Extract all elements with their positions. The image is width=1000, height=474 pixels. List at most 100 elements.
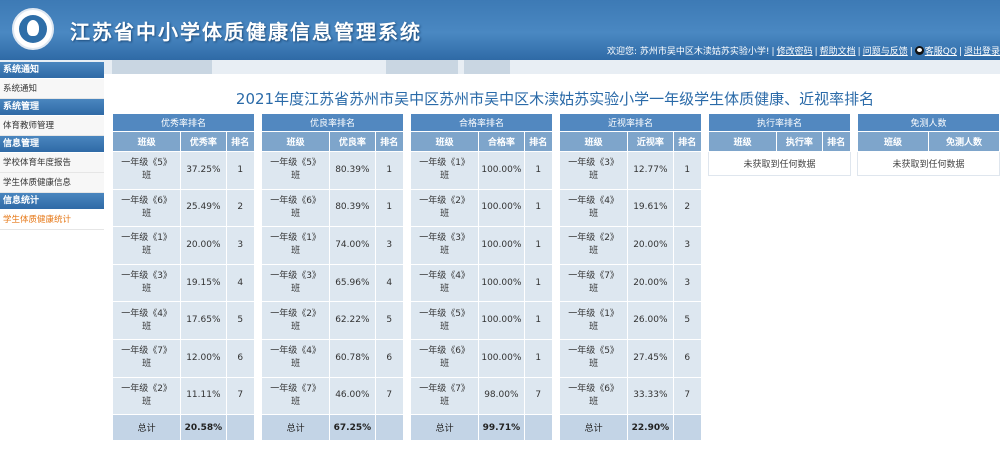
rate-cell: 100.00% [478,338,525,378]
rate-cell: 20.00% [180,226,227,265]
total-label: 总计 [260,414,331,442]
sidebar-item-system-notice[interactable]: 系统通知 [0,79,104,99]
table-row: 一年级《3》班 12.77% 1 [558,151,703,190]
class-cell: 一年级《4》班 [260,338,331,378]
sidebar-group-notice[interactable]: 系统通知 [0,62,104,79]
rate-cell: 74.00% [329,226,376,265]
rate-cell: 65.96% [329,263,376,303]
class-cell: 一年级《3》班 [558,151,629,190]
class-cell: 一年级《4》班 [409,263,480,303]
logout-link[interactable]: 退出登录 [963,47,1000,57]
class-cell: 一年级《3》班 [260,263,331,303]
column-header: 排名 [672,131,703,152]
panel-myopia-rate: 近视率排名 班级 近视率 排名 一年级《3》班 12.77% 1 一年级《4》班 19.61% 2… [558,113,703,442]
table-row: 一年级《2》班 100.00% 1 [409,188,554,228]
rank-cell: 1 [523,226,554,265]
total-rank-cell [374,414,405,442]
rank-cell: 4 [225,263,256,303]
empty-message: 未获取到任何数据 [708,151,851,176]
strip-control[interactable] [386,60,458,74]
class-cell: 一年级《1》班 [558,301,629,340]
class-cell: 一年级《4》班 [558,188,629,228]
total-value: 20.58% [180,414,227,442]
rate-cell: 98.00% [478,376,525,416]
qq-icon [914,46,924,55]
rate-cell: 100.00% [478,226,525,265]
sidebar-group-stats[interactable]: 信息统计 [0,193,104,210]
rank-cell: 6 [225,338,256,378]
sidebar-group-info[interactable]: 信息管理 [0,136,104,153]
panel-title: 近视率排名 [559,113,702,132]
class-cell: 一年级《5》班 [558,338,629,378]
sidebar-item-annual-report[interactable]: 学校体育年度报告 [0,153,104,173]
total-label: 总计 [409,414,480,442]
ranking-table: 近视率排名 班级 近视率 排名 一年级《3》班 12.77% 1 一年级《4》班 19.61% 2… [558,113,703,442]
rate-cell: 12.77% [627,151,674,190]
help-docs-link[interactable]: 帮助文档 [819,47,856,57]
table-row: 一年级《5》班 80.39% 1 [260,151,405,190]
change-password-link[interactable]: 修改密码 [776,47,813,57]
panel-good-rate: 优良率排名 班级 优良率 排名 一年级《5》班 80.39% 1 一年级《6》班 80.39% 1… [260,113,405,442]
column-header: 班级 [111,131,182,152]
table-row: 一年级《6》班 33.33% 7 [558,376,703,416]
rate-cell: 100.00% [478,188,525,228]
class-cell: 一年级《5》班 [409,301,480,340]
table-row: 一年级《3》班 100.00% 1 [409,226,554,265]
rank-cell: 2 [225,188,256,228]
sidebar: 系统通知 系统通知 系统管理 体育教师管理 信息管理 学校体育年度报告 学生体质… [0,62,104,230]
table-row: 一年级《7》班 98.00% 7 [409,376,554,416]
rank-cell: 1 [523,301,554,340]
panel-title: 执行率排名 [708,113,851,132]
sidebar-item-student-health[interactable]: 学生体质健康信息 [0,173,104,193]
table-row: 一年级《3》班 19.15% 4 [111,263,256,303]
ranking-table: 优秀率排名 班级 优秀率 排名 一年级《5》班 37.25% 1 一年级《6》班 25.49% 2… [111,113,256,442]
table-row: 一年级《1》班 26.00% 5 [558,301,703,340]
class-cell: 一年级《4》班 [111,301,182,340]
rank-cell: 1 [374,151,405,190]
column-header: 优良率 [329,131,376,152]
total-rank-cell [225,414,256,442]
table-row: 一年级《4》班 100.00% 1 [409,263,554,303]
sidebar-group-system[interactable]: 系统管理 [0,99,104,116]
app-header: 江苏省中小学体质健康信息管理系统 欢迎您: 苏州市吴中区木渎姑苏实验小学! | 修改… [0,0,1000,60]
rate-cell: 46.00% [329,376,376,416]
panel-title: 合格率排名 [410,113,553,132]
rate-cell: 27.45% [627,338,674,378]
column-header: 合格率 [478,131,525,152]
rate-cell: 62.22% [329,301,376,340]
qq-support-link[interactable]: 客服QQ [924,47,957,57]
panel-pass-rate: 合格率排名 班级 合格率 排名 一年级《1》班 100.00% 1 一年级《2》班 100.00… [409,113,554,442]
rate-cell: 11.11% [180,376,227,416]
sidebar-item-health-stats[interactable]: 学生体质健康统计 [0,210,104,230]
rank-cell: 3 [225,226,256,265]
rate-cell: 100.00% [478,263,525,303]
rank-cell: 3 [672,226,703,265]
ranking-table: 优良率排名 班级 优良率 排名 一年级《5》班 80.39% 1 一年级《6》班 80.39% 1… [260,113,405,442]
rank-cell: 1 [523,338,554,378]
panel-excellent-rate: 优秀率排名 班级 优秀率 排名 一年级《5》班 37.25% 1 一年级《6》班 25.49% 2… [111,113,256,442]
page-title: 2021年度江苏省苏州市吴中区苏州市吴中区木渎姑苏实验小学一年级学生体质健康、近… [235,90,875,108]
total-row: 总计 99.71% [409,414,554,442]
column-header: 班级 [707,131,778,152]
table-row: 一年级《4》班 17.65% 5 [111,301,256,340]
rank-cell: 3 [374,226,405,265]
rank-cell: 6 [374,338,405,378]
sidebar-item-pe-teachers[interactable]: 体育教师管理 [0,116,104,136]
ranking-table: 免测人数 班级 免测人数 未获取到任何数据 [857,113,1000,176]
panel-title: 免测人数 [857,113,1000,132]
strip-control[interactable] [464,60,510,74]
total-row: 总计 20.58% [111,414,256,442]
rank-cell: 1 [672,151,703,190]
rate-cell: 19.61% [627,188,674,228]
total-row: 总计 22.90% [558,414,703,442]
class-cell: 一年级《1》班 [409,151,480,190]
feedback-link[interactable]: 问题与反馈 [862,47,908,57]
total-label: 总计 [558,414,629,442]
ranking-table: 合格率排名 班级 合格率 排名 一年级《1》班 100.00% 1 一年级《2》班 100.00… [409,113,554,442]
table-row: 一年级《5》班 100.00% 1 [409,301,554,340]
class-cell: 一年级《6》班 [260,188,331,228]
rate-cell: 17.65% [180,301,227,340]
table-row: 一年级《1》班 74.00% 3 [260,226,405,265]
table-row: 一年级《1》班 20.00% 3 [111,226,256,265]
rate-cell: 33.33% [627,376,674,416]
